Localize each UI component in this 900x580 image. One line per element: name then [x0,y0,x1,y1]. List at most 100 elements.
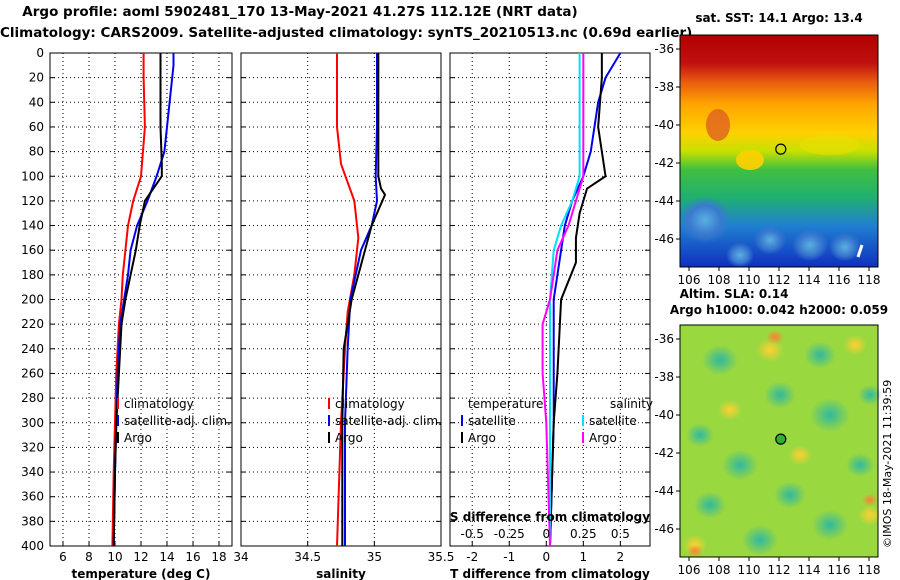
title-line-2: Climatology: CARS2009. Satellite-adjuste… [0,25,693,41]
argo-location-marker [775,143,787,155]
x-tick-label: 8 [85,550,93,564]
x-axis-label: temperature (deg C) [72,567,211,580]
depth-tick-label: 0 [36,46,44,60]
top-tick-label: 0 [542,527,550,541]
depth-tick-label: 120 [21,194,44,208]
sla-high [843,334,867,356]
legend-label: climatology [124,397,194,411]
sla-high [858,504,882,526]
lon-tick-label: 112 [768,273,791,287]
title-line-1: Argo profile: aoml 5902481_170 13-May-20… [22,4,578,20]
depth-tick-label: 20 [29,71,44,85]
series-line-s-satellite [549,53,581,546]
sla-high [718,399,742,421]
top-tick-label: 0.5 [611,527,630,541]
lon-tick-label: 118 [858,563,881,577]
sla-eddy [722,449,758,481]
depth-tick-label: 80 [29,145,44,159]
series-line-t-argo [549,53,607,547]
x-tick-label: 2 [617,550,625,564]
lon-tick-label: 116 [828,563,851,577]
map-1: sat. SST: 14.1 Argo: 13.4 -36 -38 -40 -42 -44… [654,11,880,287]
lon-tick-label: 116 [828,273,851,287]
top-axis-label: S difference from climatology [450,510,650,524]
sst-eddy [726,242,754,268]
series-line-argo [341,53,387,546]
sla-eddy [858,384,882,406]
lon-tick-label: 110 [738,273,761,287]
sla-eddy [774,481,806,509]
top-tick-label: -0.25 [494,527,525,541]
x-tick-label: 35 [367,550,382,564]
x-tick-label: 10 [107,550,122,564]
lon-tick-label: 114 [798,563,821,577]
series-line-satellite-adj-clim- [344,53,379,546]
legend-label: satellite [468,414,516,428]
legend-label: Argo [335,431,363,445]
x-tick-label: 12 [133,550,148,564]
profile-panel-1: 0 20 40 60 80 100 120 140 160 180 200 220 240 260 280 3… [21,46,233,580]
series-line-argo [112,53,163,547]
depth-tick-label: 280 [21,391,44,405]
sla-peak [766,329,784,345]
depth-tick-label: 240 [21,342,44,356]
sla-eddy [686,423,714,447]
credit-text: ©IMOS 18-May-2021 11:39:59 [881,380,894,548]
sla-eddy [702,344,738,376]
lon-tick-label: 112 [768,563,791,577]
series-line-climatology [111,53,146,547]
lon-tick-label: 106 [678,563,701,577]
sst-patch [736,150,764,170]
sst-patch [706,109,730,141]
depth-tick-label: 220 [21,317,44,331]
profile-panel-3: -2 -1 0 1 2 T difference from climatology temp… [449,52,653,580]
x-tick-label: 34.5 [294,550,321,564]
sla-eddy [846,453,874,477]
lat-tick-label: -36 [654,42,674,56]
x-tick-label: 6 [59,550,67,564]
top-tick-label: 0.25 [570,527,597,541]
x-tick-label: 1 [580,550,588,564]
x-axis-label: T difference from climatology [450,567,650,580]
sla-peak [687,544,703,558]
lat-tick-label: -42 [654,156,674,170]
lat-tick-label: -40 [654,408,674,422]
legend-label: climatology [335,397,405,411]
depth-tick-label: 260 [21,366,44,380]
top-tick-label: -0.5 [461,527,484,541]
sst-patch [800,135,860,155]
map-title: Altim. SLA: 0.14 [680,287,789,301]
x-tick-label: 35.5 [428,550,455,564]
legend-label: Argo [468,431,496,445]
lat-tick-label: -36 [654,332,674,346]
depth-tick-label: 60 [29,120,44,134]
x-tick-label: 34 [233,550,248,564]
lat-tick-label: -42 [654,446,674,460]
sla-eddy [742,524,778,556]
sla-high [788,444,812,466]
legend-label: Argo [589,431,617,445]
depth-tick-label: 380 [21,514,44,528]
map-subtitle: Argo h1000: 0.042 h2000: 0.059 [670,303,888,317]
depth-tick-label: 340 [21,465,44,479]
map-title: sat. SST: 14.1 Argo: 13.4 [695,11,862,25]
x-tick-label: 0 [542,550,550,564]
lon-tick-label: 118 [858,273,881,287]
depth-tick-label: 400 [21,539,44,553]
lon-tick-label: 114 [798,273,821,287]
depth-tick-label: 140 [21,219,44,233]
lat-tick-label: -38 [654,370,674,384]
x-tick-label: 16 [185,550,200,564]
legend-label: satellite-adj. clim. [124,414,231,428]
sla-eddy [764,381,796,409]
lon-tick-label: 108 [708,273,731,287]
sst-eddy [792,228,828,262]
x-tick-label: -1 [503,550,515,564]
sst-eddy [829,232,861,262]
profile-panel-2: 34 34.5 35 35.5 salinity climatology satellite… [233,52,455,580]
depth-tick-label: 180 [21,268,44,282]
sla-high [756,338,784,362]
depth-tick-label: 360 [21,490,44,504]
depth-tick-label: 100 [21,169,44,183]
